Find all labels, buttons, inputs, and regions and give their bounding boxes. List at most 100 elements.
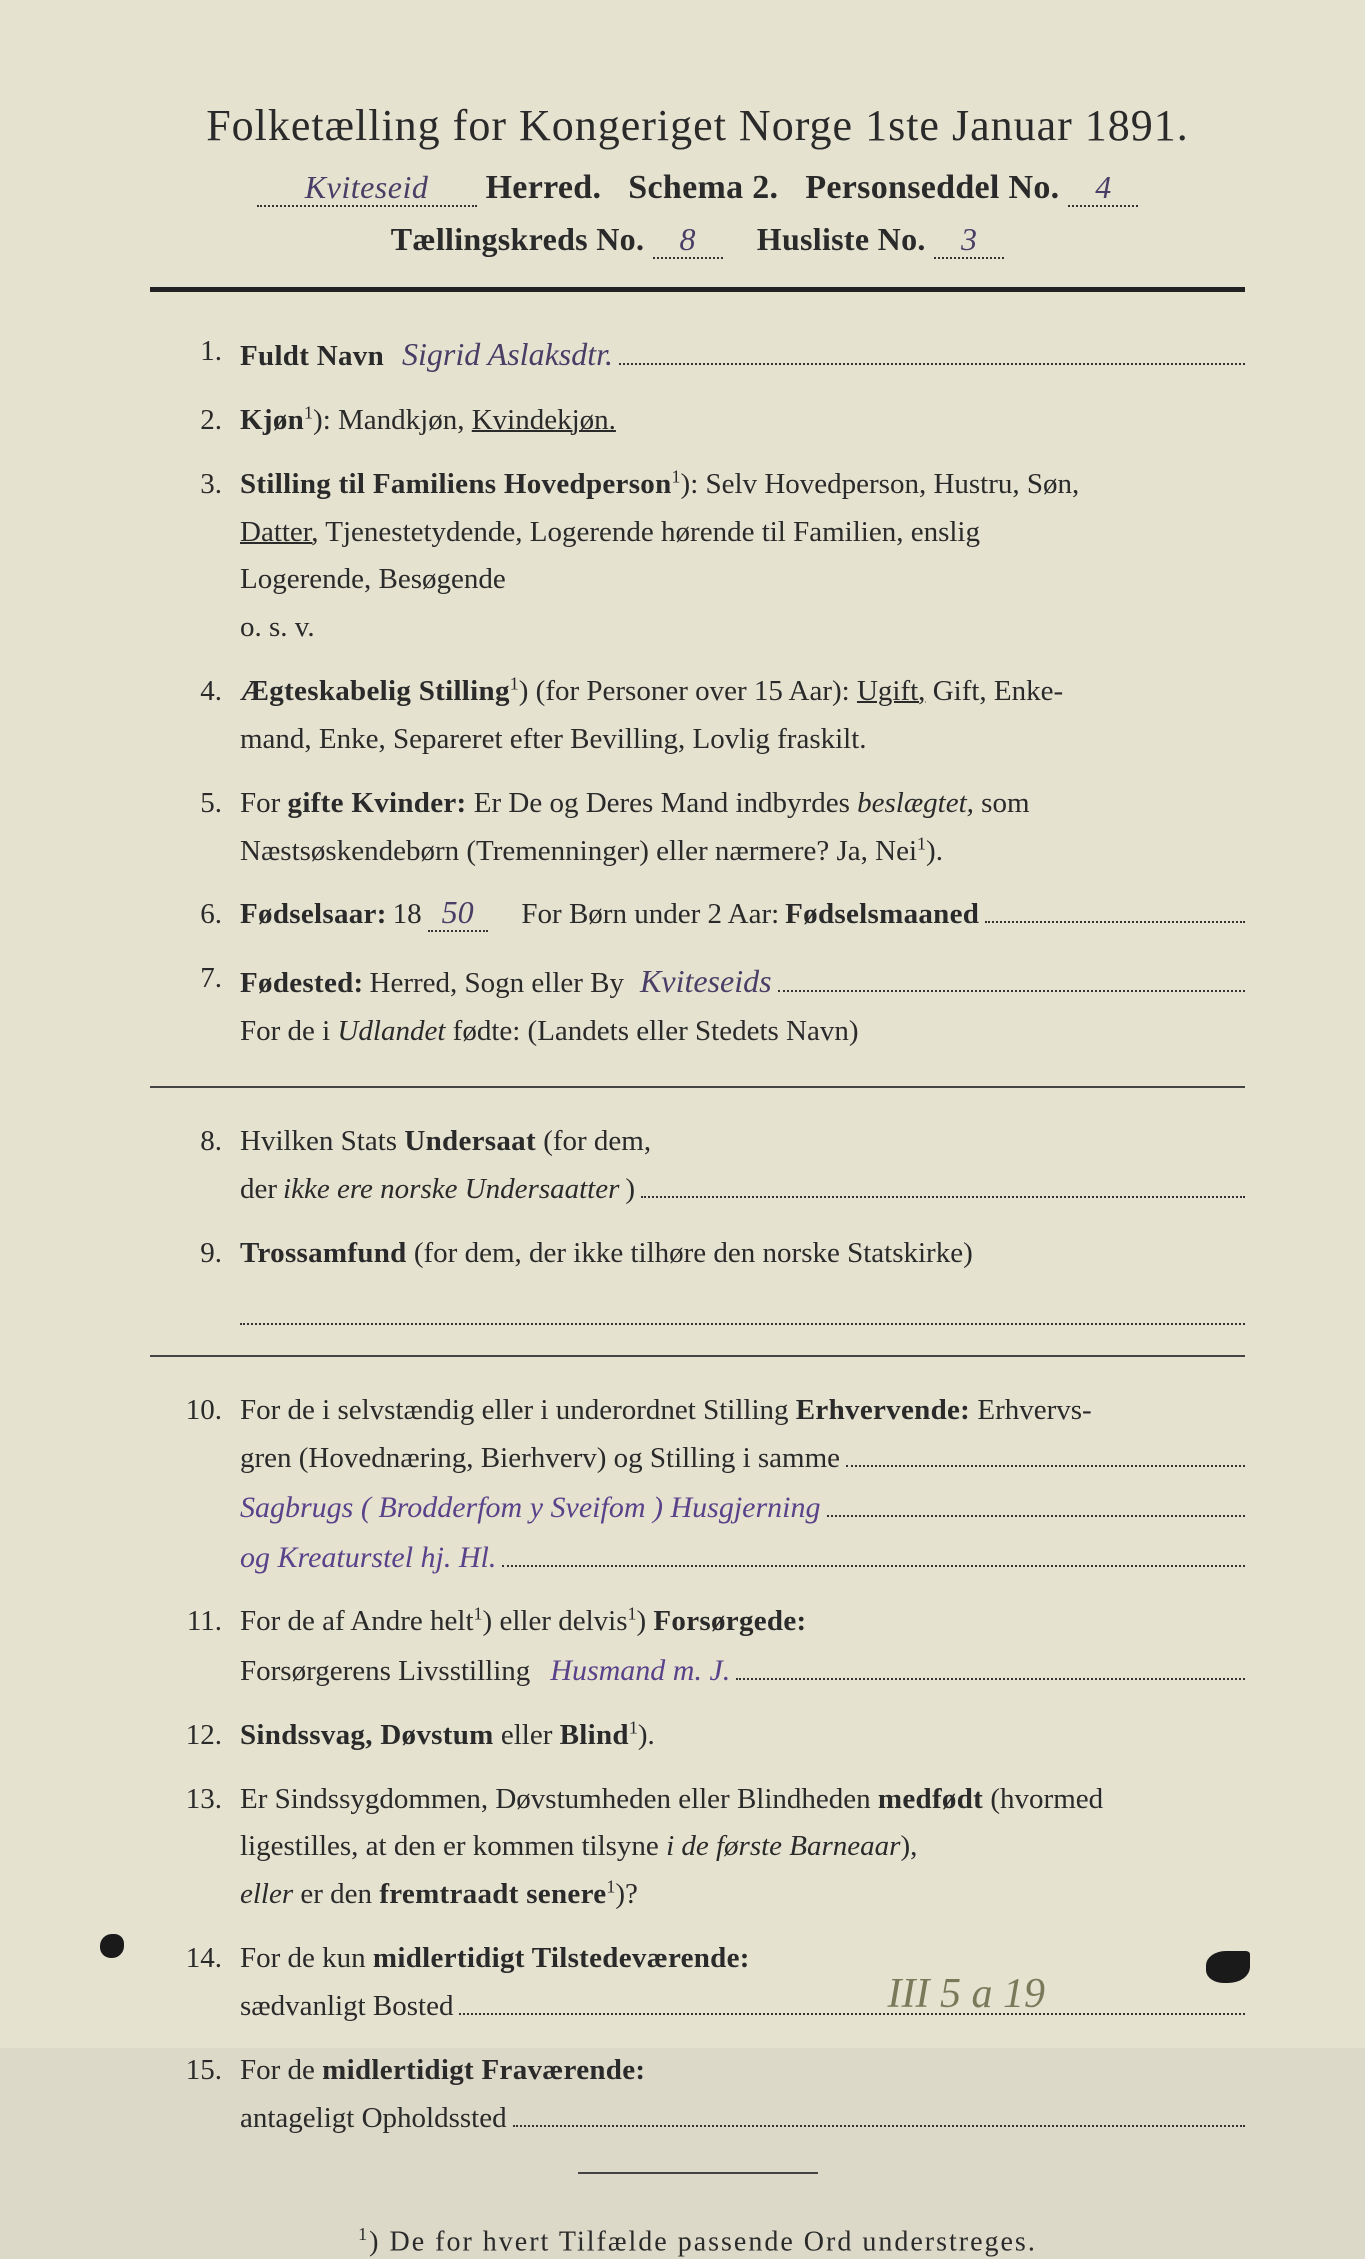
item-11-line2: Forsørgerens Livsstilling	[240, 1648, 530, 1696]
footnote-text: ) De for hvert Tilfælde passende Ord und…	[369, 2227, 1037, 2258]
sup-1: 1	[304, 402, 313, 422]
item-11-num: 11.	[150, 1598, 240, 1696]
item-9-label: Trossamfund	[240, 1237, 407, 1269]
sup-1: 1	[629, 1717, 638, 1737]
header-line-2: Kviteseid Herred. Schema 2. Personseddel…	[150, 169, 1245, 207]
item-14-label: midlertidigt Tilstedeværende:	[373, 1942, 750, 1974]
item-3-line3: Logerende, Besøgende	[240, 563, 506, 595]
item-11-line1b: ) eller delvis	[483, 1605, 628, 1637]
item-10-line2: gren (Hovednæring, Bierhverv) og Stillin…	[240, 1435, 840, 1483]
item-7-line2c: fødte: (Landets eller Stedets Navn)	[445, 1015, 858, 1047]
item-13-line3b: er den	[293, 1878, 379, 1910]
item-4-line1a: ) (for Personer over 15 Aar):	[519, 675, 857, 707]
item-9: 9. Trossamfund (for dem, der ikke tilhør…	[150, 1230, 1245, 1326]
item-8: 8. Hvilken Stats Undersaat (for dem, der…	[150, 1118, 1245, 1214]
item-3-selected: Datter,	[240, 516, 319, 548]
item-11-line1c: )	[637, 1605, 654, 1637]
item-15-num: 15.	[150, 2047, 240, 2143]
item-6-year: 50	[428, 896, 488, 932]
item-6-num: 6.	[150, 891, 240, 939]
item-13-label2: fremtraadt senere	[379, 1878, 606, 1910]
item-2: 2. Kjøn1): Mandkjøn, Kvindekjøn.	[150, 397, 1245, 445]
item-5-line2: Næstsøskendebørn (Tremenninger) eller næ…	[240, 835, 917, 867]
item-5-d: beslægtet,	[857, 787, 974, 819]
dotted-fill	[619, 334, 1245, 365]
item-3-num: 3.	[150, 461, 240, 652]
item-13-line2b: i de første Barneaar	[666, 1830, 900, 1862]
personseddel-no: 4	[1068, 171, 1138, 207]
herred-value: Kviteseid	[257, 171, 477, 207]
item-11: 11. For de af Andre helt1) eller delvis1…	[150, 1598, 1245, 1696]
item-13-end: )?	[615, 1878, 638, 1910]
ink-blot-icon	[100, 1934, 124, 1958]
item-10-line1b: Erhvervs-	[970, 1394, 1092, 1426]
sup-1: 1	[474, 1603, 483, 1623]
item-6-label-b: For Børn under 2 Aar:	[521, 891, 779, 939]
item-13-line3a: eller	[240, 1878, 293, 1910]
item-5-e: som	[974, 787, 1030, 819]
form-header: Folketælling for Kongeriget Norge 1ste J…	[150, 100, 1245, 259]
item-3-line4: o. s. v.	[240, 611, 315, 643]
dotted-fill	[240, 1323, 1245, 1325]
item-5-b: gifte Kvinder:	[288, 787, 467, 819]
dotted-fill	[513, 2096, 1245, 2127]
item-4-num: 4.	[150, 668, 240, 764]
divider-1	[150, 1086, 1245, 1088]
item-8-line2a: der	[240, 1166, 277, 1214]
item-10: 10. For de i selvstændig eller i underor…	[150, 1387, 1245, 1582]
census-form-page: Folketælling for Kongeriget Norge 1ste J…	[0, 0, 1365, 2048]
item-8-line1b: (for dem,	[536, 1125, 651, 1157]
ink-blot-icon	[1206, 1951, 1250, 1983]
main-title: Folketælling for Kongeriget Norge 1ste J…	[150, 100, 1245, 151]
kreds-no: 8	[653, 223, 723, 259]
personseddel-label: Personseddel No.	[805, 169, 1059, 206]
kreds-label: Tællingskreds No.	[391, 221, 644, 257]
item-8-num: 8.	[150, 1118, 240, 1214]
dotted-fill	[641, 1167, 1245, 1198]
item-10-num: 10.	[150, 1387, 240, 1582]
sup-1: 1	[917, 833, 926, 853]
item-14-num: 14.	[150, 1935, 240, 2031]
sup-1: 1	[628, 1603, 637, 1623]
header-line-3: Tællingskreds No. 8 Husliste No. 3	[150, 221, 1245, 259]
herred-label: Herred.	[486, 169, 602, 206]
item-1: 1. Fuldt Navn Sigrid Aslaksdtr.	[150, 328, 1245, 381]
item-14-line1: For de kun	[240, 1942, 373, 1974]
dotted-fill	[827, 1486, 1246, 1517]
item-7-value: Kviteseids	[630, 955, 772, 1008]
item-11-line1a: For de af Andre helt	[240, 1605, 474, 1637]
item-2-label: Kjøn	[240, 404, 304, 436]
item-14: 14. For de kun midlertidigt Tilstedevære…	[150, 1935, 1245, 2031]
item-1-value: Sigrid Aslaksdtr.	[390, 328, 613, 381]
item-15: 15. For de midlertidigt Fraværende: anta…	[150, 2047, 1245, 2143]
husliste-label: Husliste No.	[757, 221, 926, 257]
item-12: 12. Sindssvag, Døvstum eller Blind1).	[150, 1712, 1245, 1760]
item-6-yearprefix: 18	[393, 891, 422, 939]
item-2-selected: Kvindekjøn.	[472, 404, 616, 436]
item-1-label: Fuldt Navn	[240, 333, 384, 381]
item-6: 6. Fødselsaar: 1850 For Børn under 2 Aar…	[150, 891, 1245, 939]
item-13-line1b: (hvormed	[983, 1783, 1103, 1815]
item-13-line1a: Er Sindssygdommen, Døvstumheden eller Bl…	[240, 1783, 878, 1815]
form-items: 1. Fuldt Navn Sigrid Aslaksdtr. 2. Kjøn1…	[150, 328, 1245, 2142]
dotted-fill	[778, 961, 1245, 992]
item-3-line2: Tjenestetydende, Logerende hørende til F…	[319, 516, 980, 548]
item-10-hw1: Sagbrugs ( Brodderfom y Sveifom ) Husgje…	[240, 1483, 821, 1533]
divider-2	[150, 1355, 1245, 1357]
item-11-hw: Husmand m. J.	[536, 1646, 730, 1696]
item-15-label: midlertidigt Fraværende:	[322, 2054, 645, 2086]
item-3-label: Stilling til Familiens Hovedperson	[240, 468, 672, 500]
item-5: 5. For gifte Kvinder: Er De og Deres Man…	[150, 780, 1245, 876]
dotted-fill	[846, 1436, 1245, 1467]
item-4-line2: mand, Enke, Separeret efter Bevilling, L…	[240, 723, 867, 755]
dotted-fill	[459, 1984, 1245, 2015]
item-8-label: Undersaat	[404, 1125, 536, 1157]
footnote: 1) De for hvert Tilfælde passende Ord un…	[150, 2224, 1245, 2258]
item-6-label-a: Fødselsaar:	[240, 891, 387, 939]
item-4: 4. Ægteskabelig Stilling1) (for Personer…	[150, 668, 1245, 764]
item-7-line1: Herred, Sogn eller By	[370, 960, 625, 1008]
item-10-line1a: For de i selvstændig eller i underordnet…	[240, 1394, 796, 1426]
item-13-num: 13.	[150, 1776, 240, 1920]
dotted-fill	[985, 892, 1245, 923]
item-2-num: 2.	[150, 397, 240, 445]
